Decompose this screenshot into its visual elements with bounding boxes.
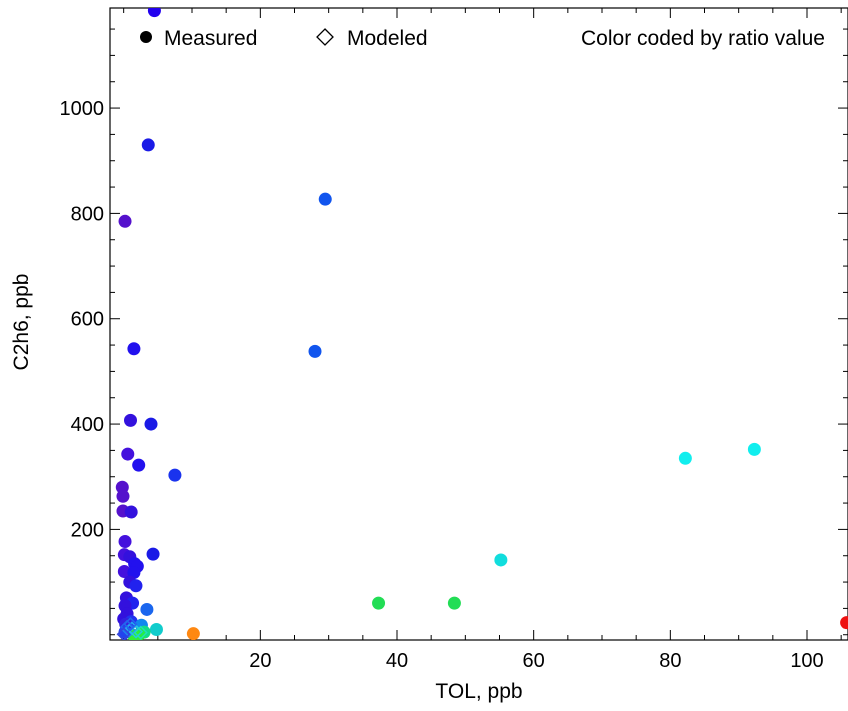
measured-point [186,627,200,640]
x-axis-title: TOL, ppb [435,680,522,703]
x-tick-label: 80 [659,650,681,672]
measured-point [124,413,137,427]
measured-point [372,596,386,610]
measured-point [117,565,131,579]
measured-point [116,489,130,503]
y-axis-title: C2h6, ppb [10,274,33,371]
measured-point [308,344,322,358]
modeled-point [133,625,148,640]
measured-point [146,547,160,561]
measured-point [494,553,508,567]
measured-point [118,214,132,228]
measured-point [147,8,161,18]
measured-point [140,602,154,616]
measured-point [149,622,163,636]
plot-frame [109,7,848,641]
measured-point [144,417,158,431]
legend-measured-marker [140,31,152,43]
legend-modeled-marker [316,28,334,46]
y-tick-label: 800 [71,203,104,225]
x-tick-label: 100 [790,650,823,672]
measured-point [118,535,132,549]
measured-point [127,342,141,356]
measured-point [447,596,461,610]
measured-point [840,616,848,630]
axes: 20 40 60 80 100 200 400 600 800 1000 [60,8,848,672]
measured-point [141,138,155,152]
measured-point [318,192,332,206]
y-tick-label: 400 [71,414,104,436]
measured-point [168,468,182,482]
y-tick-label: 1000 [60,98,105,120]
x-tick-label: 20 [249,650,271,672]
y-tick-label: 600 [71,309,104,331]
measured-point [121,447,135,461]
x-tick-label: 40 [386,650,408,672]
x-tick-label: 60 [523,650,545,672]
legend-note: Color coded by ratio value [581,27,825,50]
modeled-point [116,627,131,640]
measured-point [747,442,761,456]
measured-point [129,579,143,593]
modeled-point [120,619,135,634]
y-tick-label: 200 [71,519,104,541]
data-marks [115,8,848,640]
legend: Measured Modeled Color coded by ratio va… [140,27,825,50]
legend-modeled-label: Modeled [347,27,428,50]
measured-point [678,451,692,465]
legend-measured-label: Measured [164,27,257,50]
measured-point [124,505,138,519]
modeled-point [123,617,138,632]
measured-point [132,458,146,472]
